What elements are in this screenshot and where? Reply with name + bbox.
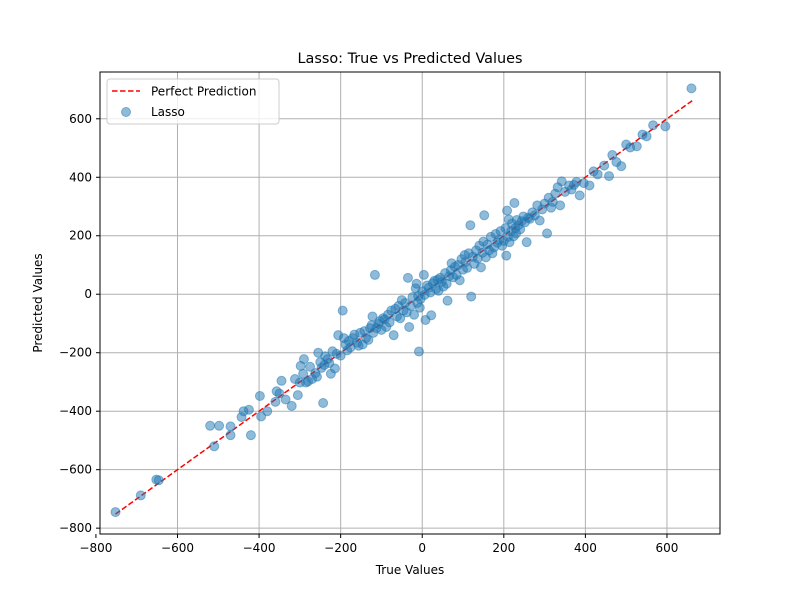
data-point: [335, 350, 346, 361]
data-point: [592, 169, 603, 180]
x-tick-label: −600: [161, 541, 194, 555]
data-point: [254, 390, 265, 401]
x-axis-label: True Values: [375, 563, 445, 577]
data-point: [414, 302, 425, 313]
data-point: [367, 311, 378, 322]
x-tick-label: −400: [243, 541, 276, 555]
data-point: [686, 83, 697, 94]
data-point: [534, 215, 545, 226]
data-point: [153, 475, 164, 486]
data-point: [555, 200, 566, 211]
y-tick-label: 0: [84, 287, 92, 301]
data-point: [337, 305, 348, 316]
legend: Perfect Prediction Lasso: [106, 78, 280, 125]
data-point: [312, 371, 322, 382]
x-tick-label: 400: [574, 541, 597, 555]
data-point: [262, 406, 273, 417]
data-point: [388, 330, 399, 341]
data-point: [509, 197, 520, 208]
legend-lasso-label: Lasso: [151, 105, 185, 119]
data-point: [205, 420, 216, 431]
data-point: [318, 398, 329, 409]
data-point: [542, 228, 553, 239]
data-point: [418, 269, 429, 280]
data-point: [641, 131, 652, 142]
data-point: [660, 121, 671, 132]
data-point: [404, 321, 415, 332]
data-point: [402, 272, 413, 283]
data-point: [574, 190, 585, 201]
y-tick-label: −200: [59, 346, 92, 360]
data-point: [521, 237, 532, 248]
data-point: [135, 490, 146, 501]
data-point: [298, 368, 309, 379]
data-point: [286, 400, 297, 411]
x-tick-label: 0: [418, 541, 426, 555]
data-point: [599, 160, 610, 171]
data-point: [225, 430, 236, 441]
data-point: [276, 375, 287, 386]
data-point: [292, 390, 303, 401]
data-point: [270, 396, 281, 407]
x-tick-label: −800: [79, 541, 112, 555]
data-point: [225, 421, 236, 432]
legend-perfect-prediction-label: Perfect Prediction: [151, 85, 256, 99]
x-tick-label: −200: [324, 541, 357, 555]
plot-frame: [99, 71, 721, 535]
data-point: [209, 441, 220, 452]
data-point: [274, 388, 285, 399]
data-point: [465, 220, 476, 231]
data-point: [409, 309, 420, 320]
data-point: [110, 507, 121, 518]
data-point: [384, 317, 395, 328]
data-point: [363, 334, 374, 345]
data-point: [631, 141, 642, 152]
data-point: [305, 361, 316, 372]
y-tick-label: −600: [59, 463, 92, 477]
data-point: [475, 262, 486, 273]
grid: [100, 72, 720, 534]
legend-lasso-swatch: [121, 107, 131, 117]
data-point: [280, 394, 291, 405]
data-point: [426, 310, 437, 321]
data-point: [413, 346, 424, 357]
data-point: [479, 210, 490, 221]
y-axis-label: Predicted Values: [31, 253, 45, 352]
data-point: [298, 354, 309, 365]
data-point: [466, 291, 477, 302]
data-point: [329, 363, 340, 374]
data-point: [604, 171, 615, 182]
y-tick-label: 600: [69, 112, 92, 126]
y-tick-label: 400: [69, 170, 92, 184]
data-point: [616, 161, 627, 172]
data-point: [442, 295, 453, 306]
data-point: [369, 269, 380, 280]
data-points: [110, 83, 697, 518]
data-point: [584, 180, 595, 191]
data-point: [243, 404, 254, 415]
data-point: [454, 275, 465, 286]
data-point: [245, 430, 256, 441]
y-tick-label: −800: [59, 521, 92, 535]
x-tick-label: 600: [656, 541, 679, 555]
data-point: [501, 250, 512, 261]
data-point: [648, 120, 659, 131]
legend-box: [106, 78, 280, 125]
x-tick-label: 200: [492, 541, 515, 555]
y-tick-label: −400: [59, 404, 92, 418]
chart-title: Lasso: True vs Predicted Values: [298, 51, 523, 67]
data-point: [502, 205, 513, 216]
data-point: [214, 420, 225, 431]
y-axis-ticks: −800 −600 −400 −200 0 200 400 600: [59, 112, 100, 535]
y-tick-label: 200: [69, 229, 92, 243]
x-axis-ticks: −800 −600 −400 −200 0 200 400 600: [79, 534, 678, 555]
data-point: [411, 278, 422, 289]
